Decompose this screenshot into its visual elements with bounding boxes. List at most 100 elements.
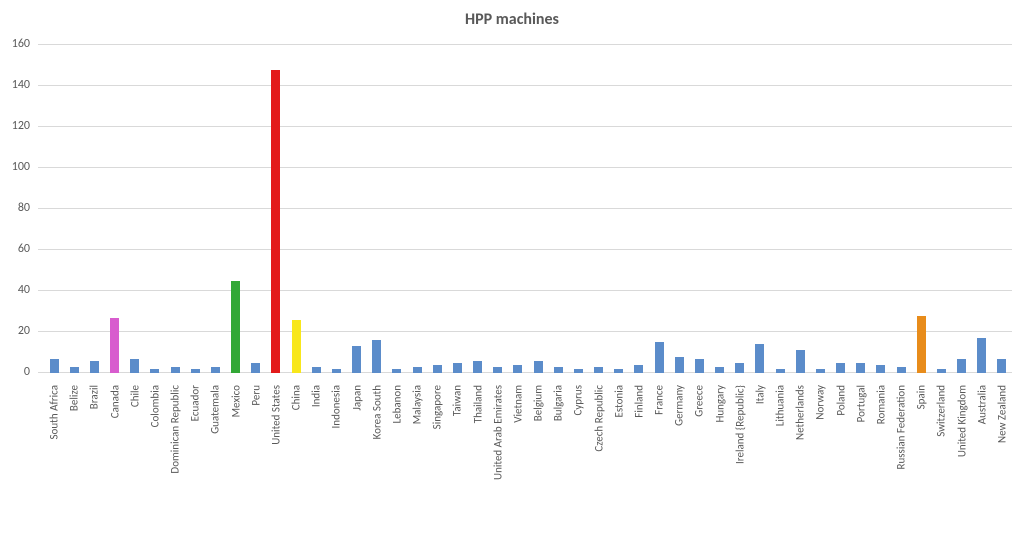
bar-slot: India	[306, 44, 326, 373]
bar-slot: Norway	[810, 44, 830, 373]
x-axis-label: India	[310, 379, 323, 407]
x-axis-label: Dominican Republic	[169, 379, 182, 474]
bar	[675, 357, 684, 373]
bar-slot: Canada	[105, 44, 125, 373]
x-axis-label: Mexico	[229, 379, 242, 417]
bar	[655, 342, 664, 373]
x-axis-label: Lithuania	[774, 379, 787, 426]
bar-slot: United Kingdom	[952, 44, 972, 373]
bar	[70, 367, 79, 373]
bar	[171, 367, 180, 373]
x-axis-label: South Africa	[48, 379, 61, 440]
x-axis-label: Greece	[693, 379, 706, 417]
bar-slot: Guatemala	[205, 44, 225, 373]
x-axis-label: Guatemala	[209, 379, 222, 434]
x-axis-label: Ecuador	[189, 379, 202, 421]
x-axis-label: Poland	[834, 379, 847, 416]
bar	[534, 361, 543, 373]
bar	[836, 363, 845, 373]
x-axis-label: Malaysia	[411, 379, 424, 424]
x-axis-label: United States	[269, 379, 282, 445]
x-axis-label: Spain	[915, 379, 928, 409]
x-axis-label: Korea South	[370, 379, 383, 439]
bar-slot: Australia	[972, 44, 992, 373]
bar-slot: Germany	[669, 44, 689, 373]
x-axis-label: Indonesia	[330, 379, 343, 428]
y-tick-label: 100	[12, 160, 38, 174]
bar	[292, 320, 301, 373]
bar	[191, 369, 200, 373]
x-axis-label: United Arab Emirates	[491, 379, 504, 480]
bar	[554, 367, 563, 373]
x-axis-label: Chile	[128, 379, 141, 407]
bar-slot: Belgium	[528, 44, 548, 373]
bar-slot: Poland	[831, 44, 851, 373]
x-axis-label: Ireland {Republic}	[733, 379, 746, 464]
bar	[332, 369, 341, 373]
bar	[231, 281, 240, 373]
y-tick-label: 40	[18, 283, 38, 297]
bar-slot: Switzerland	[931, 44, 951, 373]
bar-slot: France	[649, 44, 669, 373]
bar	[614, 369, 623, 373]
x-axis-label: France	[653, 379, 666, 415]
bar-slot: Romania	[871, 44, 891, 373]
y-tick-label: 140	[12, 78, 38, 92]
bar	[513, 365, 522, 373]
bar	[433, 365, 442, 373]
bar-slot: Ecuador	[185, 44, 205, 373]
bar	[413, 367, 422, 373]
x-axis-label: Italy	[753, 379, 766, 404]
bar	[150, 369, 159, 373]
bar-slot: South Africa	[44, 44, 64, 373]
bar-slot: Russian Federation	[891, 44, 911, 373]
x-axis-label: Peru	[249, 379, 262, 406]
bar-slot: Netherlands	[790, 44, 810, 373]
x-axis-label: China	[290, 379, 303, 410]
bar	[372, 340, 381, 373]
bar-slot: Japan	[347, 44, 367, 373]
bar	[574, 369, 583, 373]
y-tick-label: 20	[18, 324, 38, 338]
bar	[755, 344, 764, 373]
bar	[130, 359, 139, 373]
bar-slot: Portugal	[851, 44, 871, 373]
bar	[453, 363, 462, 373]
y-tick-label: 0	[24, 365, 38, 379]
bar	[897, 367, 906, 373]
bar-slot: Thailand	[468, 44, 488, 373]
x-axis-label: Switzerland	[935, 379, 948, 437]
bar	[715, 367, 724, 373]
bar-slot: Korea South	[367, 44, 387, 373]
bar-slot: Belize	[64, 44, 84, 373]
bar-slot: Finland	[629, 44, 649, 373]
bar	[50, 359, 59, 373]
x-axis-label: Brazil	[88, 379, 101, 409]
bar-slot: Greece	[689, 44, 709, 373]
bar	[856, 363, 865, 373]
bar-slot: Italy	[750, 44, 770, 373]
x-axis-label: Bulgaria	[552, 379, 565, 421]
bar-slot: Hungary	[710, 44, 730, 373]
x-axis-label: Netherlands	[794, 379, 807, 440]
bar	[816, 369, 825, 373]
y-tick-label: 80	[18, 201, 38, 215]
bar	[876, 365, 885, 373]
x-axis-label: Finland	[632, 379, 645, 418]
bar	[110, 318, 119, 373]
x-axis-label: Japan	[350, 379, 363, 411]
bar	[917, 316, 926, 373]
bar-slot: United States	[266, 44, 286, 373]
bar-slot: China	[286, 44, 306, 373]
bar	[735, 363, 744, 373]
bar-slot: Mexico	[226, 44, 246, 373]
y-tick-label: 160	[12, 37, 38, 51]
bar	[392, 369, 401, 373]
x-axis-label: Russian Federation	[895, 379, 908, 470]
bar-slot: Singapore	[427, 44, 447, 373]
bar-slot: Vietnam	[508, 44, 528, 373]
bar-slot: Spain	[911, 44, 931, 373]
chart-title: HPP machines	[0, 10, 1024, 29]
x-axis-label: Hungary	[713, 379, 726, 423]
bar	[634, 365, 643, 373]
